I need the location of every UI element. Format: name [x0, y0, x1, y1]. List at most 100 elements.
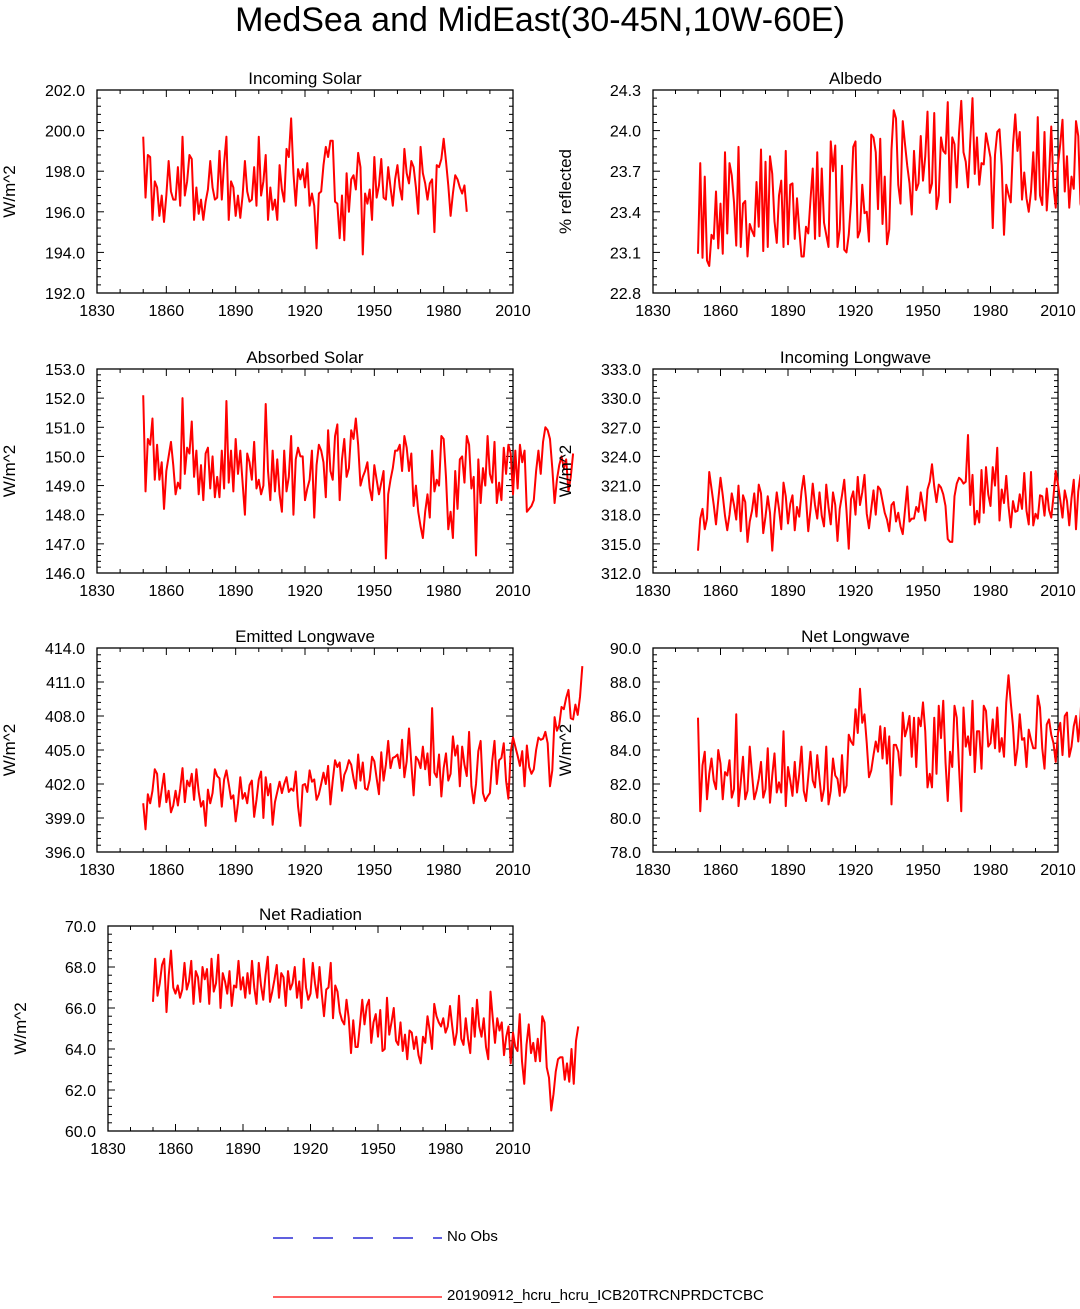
y-axis-label: W/m^2: [0, 165, 19, 217]
x-tick-label: 1920: [838, 303, 874, 320]
series-line: [697, 434, 1080, 552]
y-tick-label: 330.0: [601, 391, 641, 408]
y-axis-label: W/m^2: [0, 724, 19, 776]
x-tick-label: 1950: [360, 1141, 396, 1158]
x-tick-label: 1950: [905, 583, 941, 600]
y-tick-label: 405.0: [45, 743, 85, 760]
x-tick-label: 1890: [218, 862, 254, 879]
x-tick-label: 1950: [905, 862, 941, 879]
series-line: [697, 97, 1080, 267]
series-line: [142, 395, 575, 560]
y-tick-label: 148.0: [45, 508, 85, 525]
chart-panel-1: Incoming Solar W/m^2 1830 1860 1890 1920 1950 1…: [0, 69, 531, 320]
y-tick-label: 200.0: [45, 124, 85, 141]
x-tick-label: 2010: [1040, 862, 1076, 879]
chart-title: Net Radiation: [259, 905, 362, 924]
x-tick-label: 1920: [293, 1141, 329, 1158]
x-tick-label: 2010: [495, 583, 531, 600]
y-tick-label: 399.0: [45, 811, 85, 828]
x-tick-label: 2010: [1040, 583, 1076, 600]
chart-title: Albedo: [829, 69, 882, 88]
x-tick-label: 1890: [218, 583, 254, 600]
legend-model-line: [273, 1296, 442, 1298]
y-tick-label: 70.0: [65, 919, 96, 936]
legend-model: 20190912_hcru_hcru_ICB20TRCNPRDCTCBC: [0, 1285, 1080, 1309]
y-tick-label: 80.0: [610, 811, 641, 828]
y-tick-label: 23.7: [610, 164, 641, 181]
y-tick-label: 192.0: [45, 286, 85, 303]
chart-title: Incoming Solar: [248, 69, 362, 88]
plot-frame: [96, 647, 514, 853]
chart-panel-2: Albedo % reflected 1830 1860 1890 1920 1950 198…: [556, 69, 1080, 320]
chart-panel-3: Absorbed Solar W/m^2 1830 1860 1890 1920 1950 1…: [0, 348, 575, 600]
chart-title: Emitted Longwave: [235, 627, 375, 646]
y-tick-label: 408.0: [45, 709, 85, 726]
y-tick-label: 202.0: [45, 83, 85, 100]
x-tick-label: 1830: [635, 583, 671, 600]
x-tick-label: 1860: [703, 583, 739, 600]
y-tick-label: 194.0: [45, 245, 85, 262]
plot-frame: [652, 647, 1059, 853]
chart-panel-7: Net Radiation W/m^2 1830 1860 1890 1920 1950 19…: [11, 905, 580, 1158]
y-tick-label: 23.4: [610, 205, 641, 222]
y-tick-label: 198.0: [45, 164, 85, 181]
y-tick-label: 24.0: [610, 124, 641, 141]
x-tick-label: 1920: [287, 862, 323, 879]
y-tick-label: 411.0: [46, 675, 85, 692]
series-line: [142, 666, 584, 831]
y-tick-label: 88.0: [610, 675, 641, 692]
series-line: [152, 949, 580, 1112]
y-tick-label: 414.0: [45, 641, 85, 658]
x-tick-label: 1860: [149, 303, 185, 320]
y-tick-label: 82.0: [610, 777, 641, 794]
legend-obs-line: [273, 1237, 442, 1239]
y-tick-label: 66.0: [65, 1001, 96, 1018]
x-tick-label: 1980: [428, 1141, 464, 1158]
y-tick-label: 315.0: [601, 537, 641, 554]
y-tick-label: 333.0: [601, 362, 641, 379]
y-tick-label: 151.0: [45, 420, 85, 437]
x-tick-label: 2010: [495, 303, 531, 320]
y-tick-label: 24.3: [610, 83, 641, 100]
y-axis-label: % reflected: [556, 149, 575, 234]
x-tick-label: 2010: [495, 1141, 531, 1158]
x-tick-label: 1920: [838, 583, 874, 600]
x-tick-label: 1980: [426, 583, 462, 600]
x-tick-label: 1830: [90, 1141, 126, 1158]
y-tick-label: 147.0: [45, 537, 85, 554]
x-tick-label: 1890: [770, 862, 806, 879]
x-tick-label: 1980: [973, 303, 1009, 320]
x-tick-label: 1830: [635, 303, 671, 320]
y-axis-label: W/m^2: [0, 445, 19, 497]
y-tick-label: 146.0: [45, 566, 85, 583]
x-tick-label: 1920: [287, 303, 323, 320]
y-tick-label: 90.0: [610, 641, 641, 658]
x-tick-label: 1950: [357, 303, 393, 320]
y-tick-label: 312.0: [601, 566, 641, 583]
plot-frame: [96, 89, 514, 294]
series-line: [142, 117, 468, 256]
y-axis-label: W/m^2: [556, 724, 575, 776]
plot-frame: [652, 89, 1059, 294]
x-tick-label: 1980: [973, 583, 1009, 600]
x-tick-label: 2010: [1040, 303, 1076, 320]
y-tick-label: 149.0: [45, 479, 85, 496]
y-tick-label: 152.0: [45, 391, 85, 408]
y-tick-label: 62.0: [65, 1083, 96, 1100]
x-tick-label: 1830: [635, 862, 671, 879]
y-axis-label: W/m^2: [11, 1002, 30, 1054]
y-tick-label: 318.0: [601, 508, 641, 525]
x-tick-label: 1950: [357, 583, 393, 600]
y-tick-label: 68.0: [65, 960, 96, 977]
x-tick-label: 1860: [149, 583, 185, 600]
y-tick-label: 23.1: [610, 245, 641, 262]
y-tick-label: 22.8: [610, 286, 641, 303]
y-tick-label: 321.0: [601, 479, 641, 496]
x-tick-label: 1860: [703, 862, 739, 879]
x-tick-label: 1980: [426, 303, 462, 320]
y-tick-label: 402.0: [45, 777, 85, 794]
x-tick-label: 2010: [495, 862, 531, 879]
x-tick-label: 1950: [357, 862, 393, 879]
y-tick-label: 64.0: [65, 1042, 96, 1059]
